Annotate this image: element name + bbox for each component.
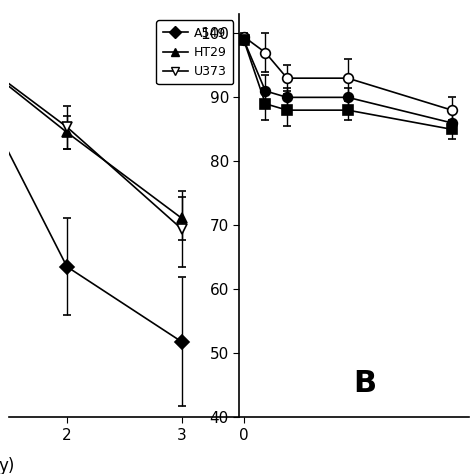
Legend: A549, HT29, U373: A549, HT29, U373: [156, 20, 233, 84]
Text: B: B: [354, 369, 377, 398]
Text: y): y): [0, 457, 14, 474]
